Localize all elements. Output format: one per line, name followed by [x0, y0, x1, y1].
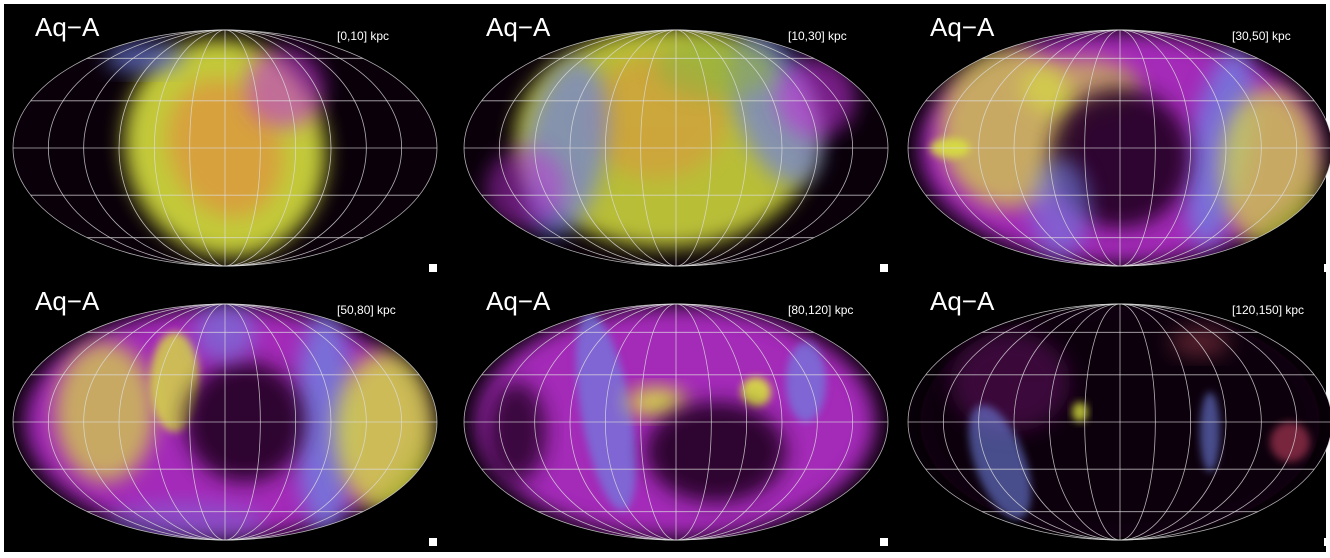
panel-label: Aq−A: [486, 286, 551, 316]
particle-density: [486, 382, 546, 482]
distance-range: [120,150] kpc: [1232, 303, 1304, 317]
distance-range: [10,30] kpc: [788, 29, 847, 43]
sky-map-panel: Aq−A [30,50] kpc: [907, 12, 1330, 272]
sky-map-panel: Aq−A [80,120] kpc: [463, 286, 889, 546]
sky-map-panel: Aq−A [0,10] kpc: [12, 12, 438, 272]
particle-density: [245, 48, 325, 128]
marker: [1324, 538, 1330, 546]
panel-label: Aq−A: [35, 286, 100, 316]
particle-density: [968, 404, 1032, 520]
particle-density: [486, 148, 566, 228]
particle-density: [741, 377, 771, 407]
particle-density: [1170, 327, 1230, 357]
sky-map-panel: Aq−A [120,150] kpc: [907, 286, 1330, 546]
particle-density: [1220, 88, 1320, 248]
panel-label: Aq−A: [930, 286, 995, 316]
panel-label: Aq−A: [486, 12, 551, 42]
marker: [880, 538, 888, 546]
particle-density: [646, 402, 786, 502]
sky-map-panel: Aq−A [10,30] kpc: [463, 12, 889, 272]
marker: [1324, 264, 1330, 272]
marker: [429, 538, 437, 546]
particle-density: [575, 313, 637, 511]
panel-label: Aq−A: [35, 12, 100, 42]
distance-range: [50,80] kpc: [337, 303, 396, 317]
particle-density: [1030, 158, 1090, 258]
panel-label: Aq−A: [930, 12, 995, 42]
distance-range: [0,10] kpc: [337, 29, 389, 43]
particle-density: [776, 58, 856, 138]
marker: [429, 264, 437, 272]
particle-density: [335, 352, 435, 512]
particle-density: [1200, 392, 1220, 472]
particle-density: [656, 38, 776, 98]
distance-range: [30,50] kpc: [1232, 29, 1291, 43]
marker: [880, 264, 888, 272]
particle-density: [1072, 402, 1088, 422]
sky-map-panel: Aq−A [50,80] kpc: [12, 286, 438, 546]
particle-density: [786, 342, 826, 422]
particle-density: [950, 332, 1070, 432]
sky-map: [464, 304, 888, 540]
particle-density: [1270, 422, 1310, 462]
particle-density: [55, 342, 155, 482]
distance-range: [80,120] kpc: [788, 303, 853, 317]
